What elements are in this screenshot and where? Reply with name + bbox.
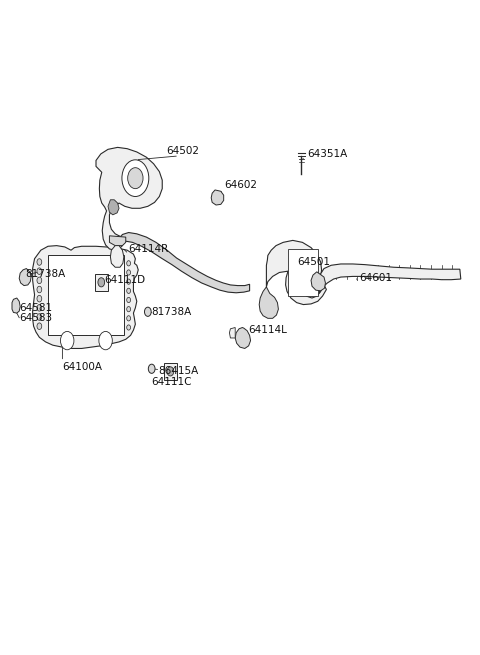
- Polygon shape: [266, 240, 326, 305]
- Circle shape: [127, 325, 131, 330]
- Text: 64602: 64602: [225, 180, 258, 190]
- Circle shape: [127, 288, 131, 293]
- Circle shape: [144, 307, 151, 316]
- Circle shape: [148, 364, 155, 373]
- Text: 81738A: 81738A: [152, 307, 192, 317]
- Polygon shape: [48, 255, 124, 335]
- Circle shape: [127, 297, 131, 303]
- Circle shape: [127, 316, 131, 321]
- Circle shape: [37, 259, 42, 265]
- Polygon shape: [33, 246, 138, 348]
- Polygon shape: [235, 328, 251, 348]
- Polygon shape: [12, 298, 20, 313]
- Text: 64111D: 64111D: [105, 275, 146, 285]
- Text: 64351A: 64351A: [307, 149, 348, 159]
- Circle shape: [127, 261, 131, 266]
- Circle shape: [37, 305, 42, 311]
- Text: 64502: 64502: [166, 146, 199, 156]
- Polygon shape: [96, 147, 162, 250]
- Circle shape: [37, 268, 42, 274]
- Polygon shape: [229, 328, 235, 338]
- Bar: [288, 249, 318, 296]
- Text: 64114R: 64114R: [129, 244, 169, 254]
- Polygon shape: [110, 246, 124, 267]
- Polygon shape: [19, 269, 31, 286]
- Text: 86415A: 86415A: [158, 365, 199, 376]
- Circle shape: [122, 160, 149, 196]
- Circle shape: [37, 277, 42, 284]
- Circle shape: [37, 295, 42, 302]
- Circle shape: [37, 314, 42, 320]
- Text: 64114L: 64114L: [249, 326, 288, 335]
- Circle shape: [60, 331, 74, 350]
- Circle shape: [127, 279, 131, 284]
- Circle shape: [128, 168, 143, 189]
- Bar: [164, 363, 177, 380]
- Polygon shape: [319, 264, 461, 293]
- Polygon shape: [311, 272, 325, 291]
- Polygon shape: [119, 233, 250, 293]
- Text: 64601: 64601: [359, 273, 392, 283]
- Text: 64501: 64501: [298, 257, 331, 267]
- Text: 64581: 64581: [19, 303, 52, 313]
- Text: 64100A: 64100A: [62, 362, 102, 371]
- Circle shape: [167, 367, 174, 376]
- Text: 81738A: 81738A: [25, 269, 65, 279]
- Circle shape: [127, 270, 131, 275]
- Text: 64111C: 64111C: [152, 377, 192, 387]
- Polygon shape: [259, 287, 278, 318]
- Polygon shape: [109, 236, 126, 246]
- Polygon shape: [211, 190, 224, 205]
- Circle shape: [127, 307, 131, 312]
- Text: 64583: 64583: [19, 312, 52, 323]
- Circle shape: [98, 278, 105, 287]
- Circle shape: [37, 286, 42, 293]
- Polygon shape: [108, 200, 119, 215]
- Circle shape: [99, 331, 112, 350]
- Bar: [95, 274, 108, 291]
- Circle shape: [37, 323, 42, 329]
